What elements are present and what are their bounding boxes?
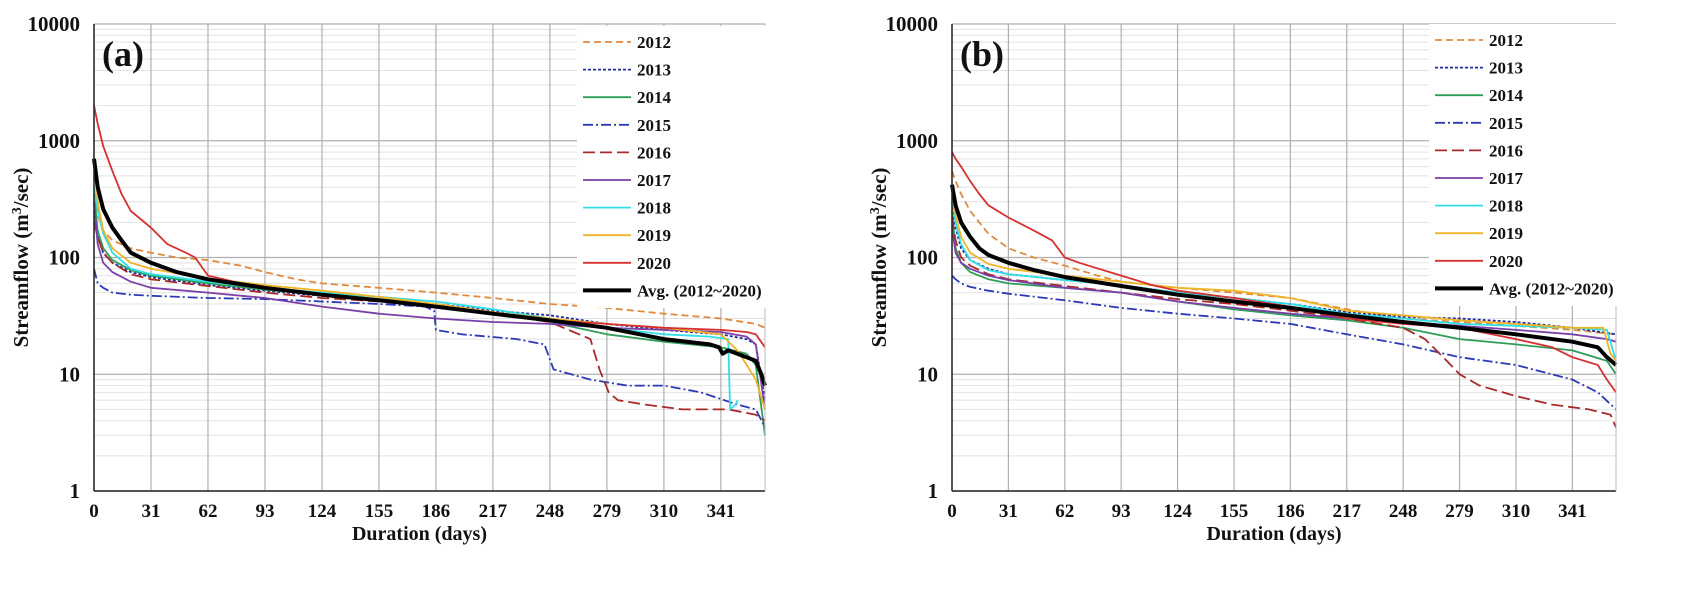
legend-background bbox=[577, 26, 767, 308]
y-axis-label: Streamflow (m3/sec) bbox=[9, 168, 33, 348]
y-tick-label: 10 bbox=[917, 362, 938, 386]
x-tick-label: 31 bbox=[999, 501, 1018, 522]
panel-label: (b) bbox=[960, 34, 1004, 74]
y-axis-label-superscript: 3 bbox=[868, 207, 883, 214]
x-tick-label: 155 bbox=[1220, 501, 1249, 522]
x-tick-label: 0 bbox=[947, 501, 957, 522]
legend-label: 2017 bbox=[637, 171, 672, 190]
series-line-2020 bbox=[951, 151, 1617, 393]
y-tick-label: 10 bbox=[59, 362, 80, 386]
legend-label: Avg. (2012~2020) bbox=[637, 281, 762, 300]
x-tick-label: 155 bbox=[365, 501, 394, 522]
x-tick-label: 248 bbox=[1389, 501, 1418, 522]
legend-label: 2015 bbox=[637, 116, 671, 135]
legend-label: 2020 bbox=[1489, 252, 1523, 271]
y-axis-label-main: Streamflow (m bbox=[9, 214, 33, 348]
x-tick-label: 62 bbox=[198, 501, 217, 522]
series-line-2012 bbox=[93, 193, 766, 329]
series-lines bbox=[92, 105, 767, 436]
x-tick-label: 341 bbox=[707, 501, 736, 522]
y-axis-label-tail: /sec) bbox=[9, 168, 33, 209]
legend-label: 2019 bbox=[637, 226, 671, 245]
x-axis-label: Duration (days) bbox=[352, 523, 487, 545]
series-line-2015 bbox=[93, 268, 766, 428]
y-tick-label: 10000 bbox=[886, 12, 939, 36]
chart-a-svg: 1 10 100 1000 10000 0 31 62 93 124 155 186 217 248 279… bbox=[9, 12, 767, 545]
series-line-2017 bbox=[951, 227, 1617, 343]
legend-label: 2018 bbox=[637, 199, 671, 218]
series-line-2017 bbox=[93, 201, 766, 410]
series-line-avg-2012-2020- bbox=[950, 184, 1618, 367]
y-axis-label-superscript: 3 bbox=[10, 207, 25, 214]
x-tick-label: 186 bbox=[1276, 501, 1305, 522]
legend-label: 2013 bbox=[1489, 59, 1523, 78]
legend-background bbox=[1429, 24, 1619, 306]
panel-label: (a) bbox=[102, 34, 144, 74]
series-lines bbox=[950, 151, 1618, 428]
x-tick-label: 124 bbox=[1163, 501, 1192, 522]
legend-label: 2015 bbox=[1489, 114, 1523, 133]
y-axis-label-tail: /sec) bbox=[867, 168, 891, 209]
legend-label: 2020 bbox=[637, 254, 671, 273]
x-tick-label: 62 bbox=[1055, 501, 1074, 522]
x-tick-label: 124 bbox=[308, 501, 337, 522]
x-tick-label: 248 bbox=[536, 501, 565, 522]
x-tick-label: 341 bbox=[1558, 501, 1587, 522]
chart-b-svg: 1 10 100 1000 10000 0 31 62 93 124 155 186 217 248 279… bbox=[867, 12, 1619, 545]
series-line-2019 bbox=[93, 158, 766, 410]
x-tick-label: 279 bbox=[593, 501, 622, 522]
legend-label: 2016 bbox=[1489, 141, 1523, 160]
x-tick-label: 310 bbox=[1502, 501, 1531, 522]
legend-label: Avg. (2012~2020) bbox=[1489, 279, 1614, 298]
series-line-2019 bbox=[951, 187, 1617, 362]
legend-label: 2013 bbox=[637, 61, 671, 80]
y-tick-label: 1000 bbox=[38, 129, 80, 153]
x-tick-label: 0 bbox=[89, 501, 99, 522]
y-tick-label: 1 bbox=[928, 479, 939, 503]
y-tick-label: 10000 bbox=[28, 12, 81, 36]
chart-panel-b: 1 10 100 1000 10000 0 31 62 93 124 155 186 217 248 279… bbox=[858, 0, 1696, 607]
series-line-2015 bbox=[951, 274, 1617, 411]
series-line-2012 bbox=[951, 170, 1617, 336]
series-line-avg-2012-2020- bbox=[92, 158, 767, 387]
legend-label: 2014 bbox=[1489, 86, 1524, 105]
legend-label: 2012 bbox=[637, 33, 671, 52]
legend-label: 2018 bbox=[1489, 197, 1523, 216]
y-axis-label: Streamflow (m3/sec) bbox=[867, 168, 891, 348]
x-tick-label: 279 bbox=[1445, 501, 1474, 522]
legend-label: 2016 bbox=[637, 143, 671, 162]
y-tick-label: 1000 bbox=[896, 129, 938, 153]
y-tick-label: 100 bbox=[907, 246, 939, 270]
chart-panel-a: 1 10 100 1000 10000 0 31 62 93 124 155 186 217 248 279… bbox=[9, 12, 767, 545]
x-tick-label: 310 bbox=[650, 501, 679, 522]
x-tick-label: 186 bbox=[422, 501, 451, 522]
legend-label: 2012 bbox=[1489, 31, 1523, 50]
y-axis-label-main: Streamflow (m bbox=[867, 214, 891, 348]
series-line-2018 bbox=[951, 193, 1617, 362]
x-tick-label: 217 bbox=[1333, 501, 1362, 522]
legend-label: 2019 bbox=[1489, 224, 1523, 243]
x-axis-label: Duration (days) bbox=[1206, 523, 1341, 545]
x-tick-label: 93 bbox=[255, 501, 274, 522]
x-tick-label: 93 bbox=[1112, 501, 1131, 522]
legend-label: 2017 bbox=[1489, 169, 1524, 188]
y-tick-label: 1 bbox=[70, 479, 81, 503]
x-tick-label: 217 bbox=[479, 501, 508, 522]
x-tick-label: 31 bbox=[141, 501, 160, 522]
legend-label: 2014 bbox=[637, 88, 672, 107]
y-tick-label: 100 bbox=[49, 246, 81, 270]
